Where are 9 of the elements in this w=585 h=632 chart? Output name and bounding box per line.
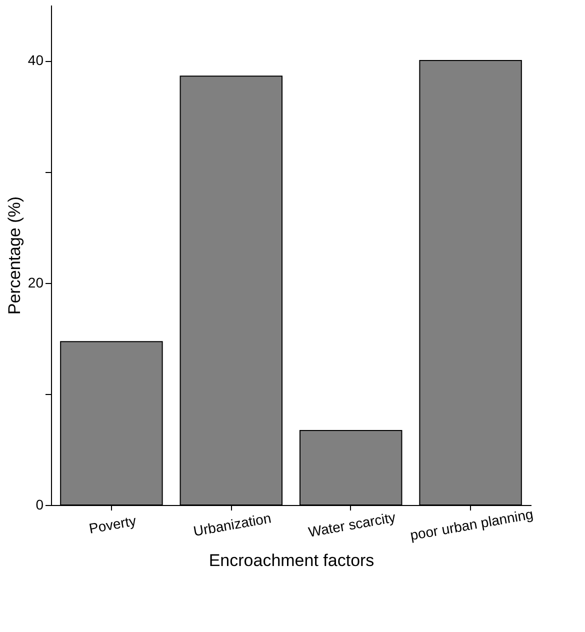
x-tick-label: Water scarcity [307,508,397,540]
x-tick-label: poor urban planning [408,506,534,544]
x-tick-label: Poverty [88,512,138,536]
y-tick-label: 0 [36,496,44,512]
y-tick-label: 40 [28,52,44,68]
x-axis-title: Encroachment factors [208,551,374,570]
y-tick-label: 20 [28,274,44,290]
y-axis-title: Percentage (%) [4,196,24,315]
x-tick-label: Urbanization [192,510,272,540]
